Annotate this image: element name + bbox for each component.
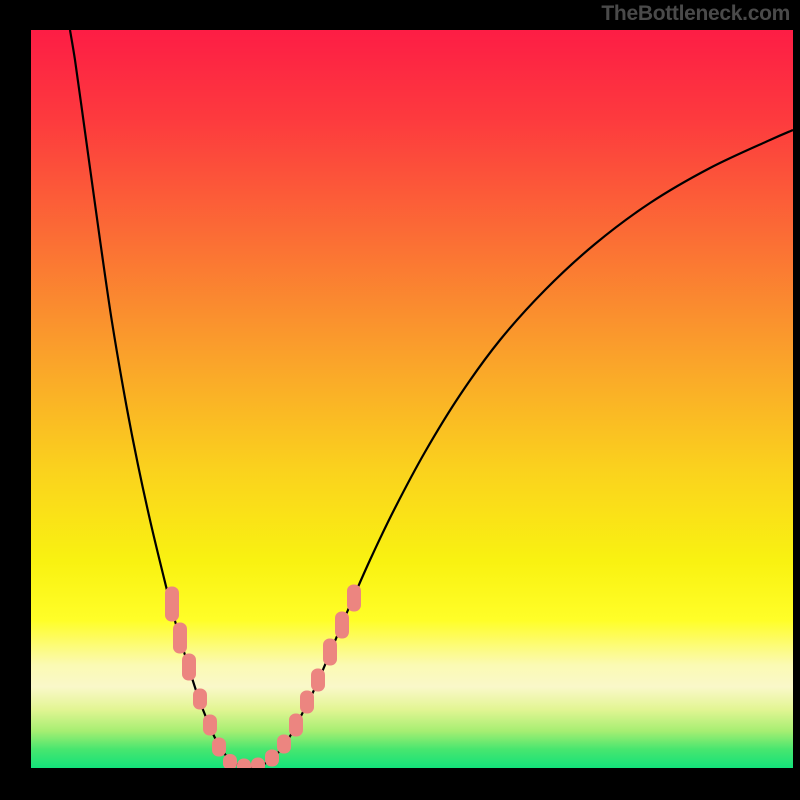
data-marker: [278, 735, 291, 753]
data-marker: [166, 587, 179, 621]
data-marker: [348, 585, 361, 611]
data-marker: [213, 738, 226, 756]
data-marker: [336, 612, 349, 638]
data-marker: [204, 715, 217, 735]
attribution-text: TheBottleneck.com: [601, 2, 790, 26]
bottleneck-chart: [0, 0, 800, 800]
data-marker: [312, 669, 325, 691]
gradient-background: [31, 30, 793, 768]
data-marker: [194, 689, 207, 709]
data-marker: [290, 714, 303, 736]
data-marker: [174, 623, 187, 653]
chart-container: TheBottleneck.com: [0, 0, 800, 800]
data-marker: [224, 755, 237, 770]
data-marker: [324, 639, 337, 665]
data-marker: [301, 691, 314, 713]
data-marker: [266, 750, 279, 766]
data-marker: [183, 654, 196, 680]
